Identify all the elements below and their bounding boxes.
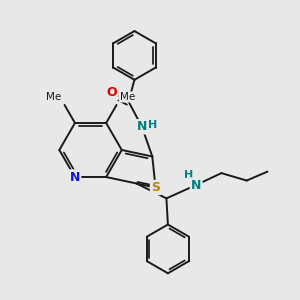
Text: Me: Me [119,92,135,102]
Text: N: N [191,178,201,191]
Text: N: N [137,120,147,133]
Text: H: H [148,120,157,130]
Text: H: H [184,169,193,180]
Text: O: O [107,86,118,99]
Text: S: S [151,181,160,194]
Text: N: N [70,170,80,184]
Text: Me: Me [46,92,62,102]
